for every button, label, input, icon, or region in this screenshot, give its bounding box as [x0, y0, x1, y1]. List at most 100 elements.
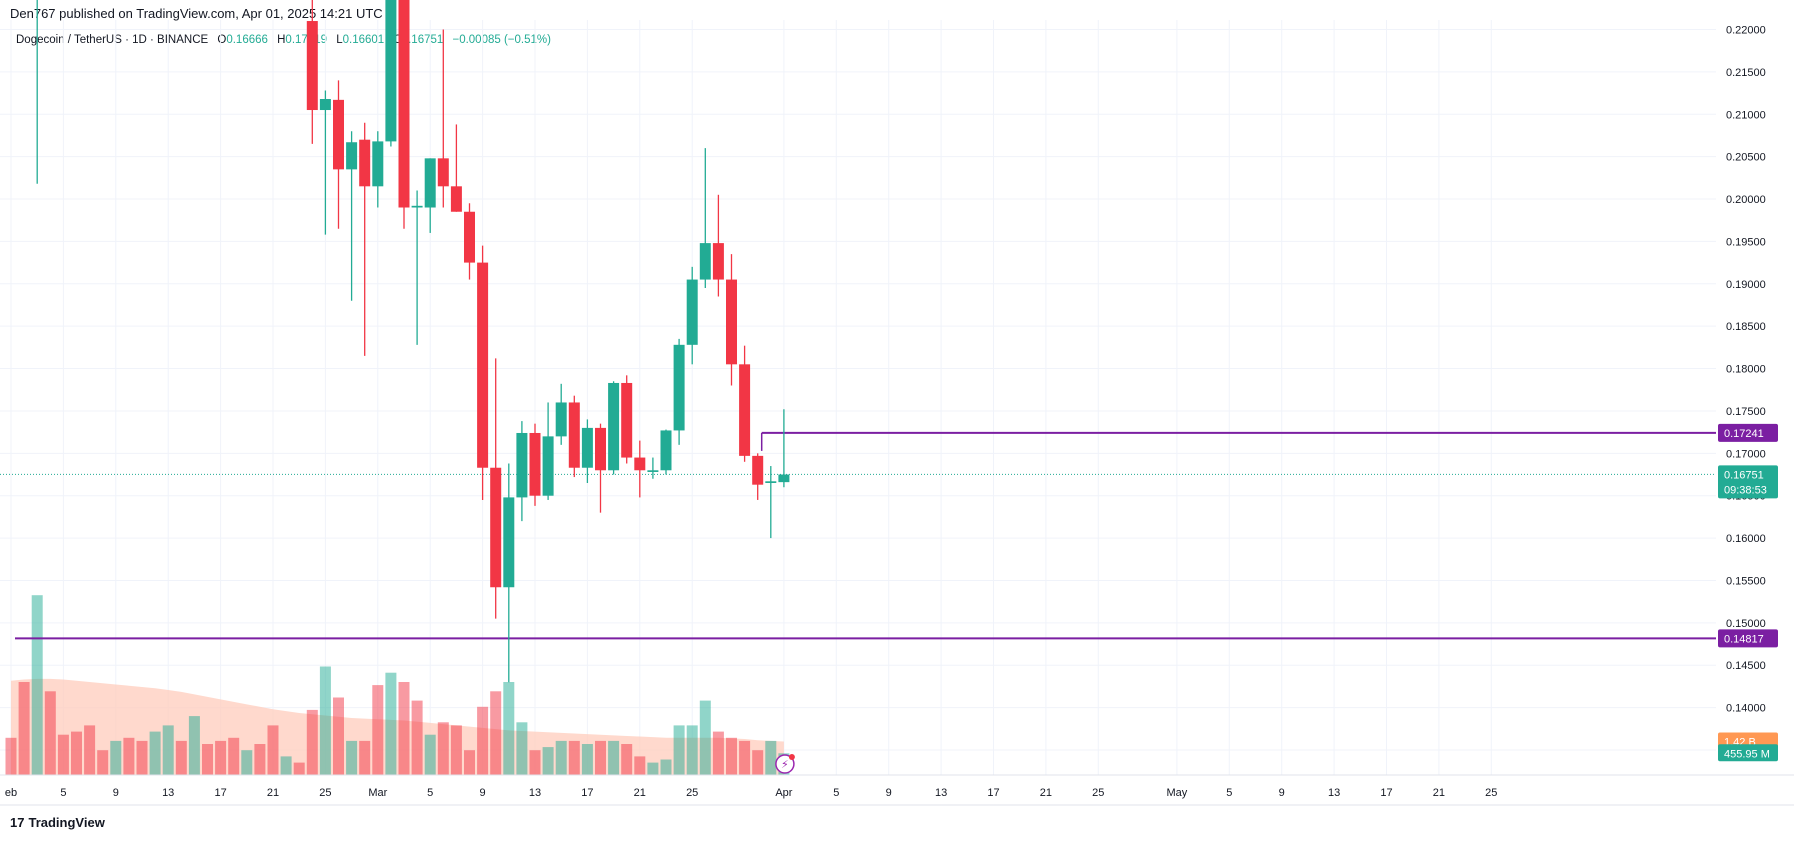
time-tick-label: 25	[319, 787, 331, 799]
time-tick-label: 21	[1433, 787, 1445, 799]
volume-bar	[188, 716, 200, 775]
candle-body	[411, 205, 423, 208]
candle	[437, 29, 449, 208]
candle-body	[529, 432, 541, 496]
price-tick-label: 0.17000	[1726, 448, 1766, 460]
level-price-tag: 0.14817	[1718, 629, 1778, 648]
volume-tag-text: 455.95 M	[1724, 748, 1770, 760]
volume-bar	[254, 744, 266, 775]
candle	[36, 0, 38, 184]
volume-bar	[319, 666, 331, 775]
price-tick-label: 0.18000	[1726, 364, 1766, 376]
publish-header: Den767 published on TradingView.com, Apr…	[10, 6, 383, 21]
candle-body	[542, 436, 554, 496]
volume-bar	[44, 691, 56, 775]
time-tick-label: Apr	[775, 787, 792, 799]
candle	[778, 409, 790, 488]
candle	[503, 463, 515, 683]
price-axis[interactable]: 0.135000.140000.145000.150000.155000.160…	[1726, 25, 1766, 758]
candle	[529, 423, 541, 506]
candle	[477, 245, 489, 500]
price-tick-label: 0.21000	[1726, 109, 1766, 121]
candle-body	[660, 430, 672, 471]
candle-body	[765, 481, 777, 483]
volume-bar	[398, 682, 410, 775]
time-tick-label: 25	[1485, 787, 1497, 799]
volume-bar	[228, 737, 240, 775]
chart-extras: ⚡	[775, 754, 795, 774]
time-tick-label: 17	[987, 787, 999, 799]
candle	[372, 131, 384, 208]
tradingview-footer[interactable]: 17 TradingView	[10, 815, 105, 830]
candle	[634, 440, 646, 498]
candle	[385, 0, 397, 147]
price-tick-label: 0.21500	[1726, 67, 1766, 79]
candle-body	[595, 427, 606, 471]
time-tick-label: 13	[162, 787, 174, 799]
volume-bar	[568, 740, 580, 775]
level-price-tag-text: 0.17241	[1724, 428, 1764, 440]
candle	[581, 419, 593, 483]
candle-body	[673, 344, 685, 431]
volume-bar	[450, 725, 462, 775]
volume-bar	[621, 744, 633, 775]
volume-bar	[385, 672, 397, 775]
volume-bar	[97, 750, 109, 775]
time-tick-label: 13	[935, 787, 947, 799]
open-value: 0.16666	[226, 34, 268, 46]
volume-bar	[464, 750, 475, 775]
volume-bar	[437, 722, 449, 775]
candle-body	[385, 0, 397, 142]
time-axis[interactable]: eb 5 9 13 17 21 25 Mar 5 9 13 17 21 25 Apr 5 9 13 17 21 25 Ma…	[0, 774, 1794, 806]
volume-bar	[477, 706, 489, 775]
volume-bar	[241, 750, 253, 775]
volume-bar	[686, 725, 698, 775]
volume-bar	[555, 740, 567, 775]
time-tick-label: 25	[1092, 787, 1104, 799]
time-tick-label: 21	[634, 787, 646, 799]
volume-bar	[712, 731, 724, 775]
candle-body	[503, 497, 515, 588]
symbol-legend: Dogecoin / TetherUS · 1D · BINANCE O0.16…	[16, 34, 551, 46]
candle	[621, 375, 633, 464]
candle-body	[726, 279, 737, 365]
time-tick-label: eb	[5, 787, 17, 799]
volume-bar	[84, 725, 96, 775]
volume-bar	[634, 756, 646, 775]
volume-bar	[267, 725, 279, 775]
candle	[686, 266, 698, 365]
volume-bar	[726, 737, 737, 775]
candle-body	[778, 474, 790, 483]
symbol-title[interactable]: Dogecoin / TetherUS · 1D · BINANCE	[16, 34, 209, 46]
last-price-tag-text: 0.16751	[1724, 469, 1764, 481]
last-price-tag: 0.16751 09:38:53	[1718, 465, 1778, 499]
candle-body	[450, 186, 462, 212]
candle-body	[319, 99, 331, 111]
candle	[555, 383, 567, 445]
volume-bar	[765, 740, 777, 775]
candle	[333, 80, 344, 229]
candle	[739, 345, 751, 462]
candle	[765, 466, 777, 539]
time-tick-label: 21	[1040, 787, 1052, 799]
volume-tag-bg	[1718, 744, 1778, 762]
candle	[660, 429, 672, 475]
volume-bar	[516, 722, 528, 775]
volume-bar	[293, 762, 305, 775]
volume-bar	[333, 697, 344, 775]
time-tick-label: 5	[833, 787, 839, 799]
candle	[568, 395, 580, 478]
lightning-icon: ⚡	[775, 754, 795, 774]
volume-bar	[162, 725, 174, 775]
horizontal-levels[interactable]	[15, 431, 1716, 640]
volume-bars	[5, 595, 790, 775]
candle-body	[306, 21, 318, 111]
time-tick-label: 21	[267, 787, 279, 799]
volume-bar	[411, 700, 423, 775]
volume-bar	[31, 595, 43, 775]
time-tick-label: 9	[886, 787, 892, 799]
price-tick-label: 0.22000	[1726, 25, 1766, 37]
candle-body	[634, 457, 646, 471]
price-tick-label: 0.18500	[1726, 321, 1766, 333]
